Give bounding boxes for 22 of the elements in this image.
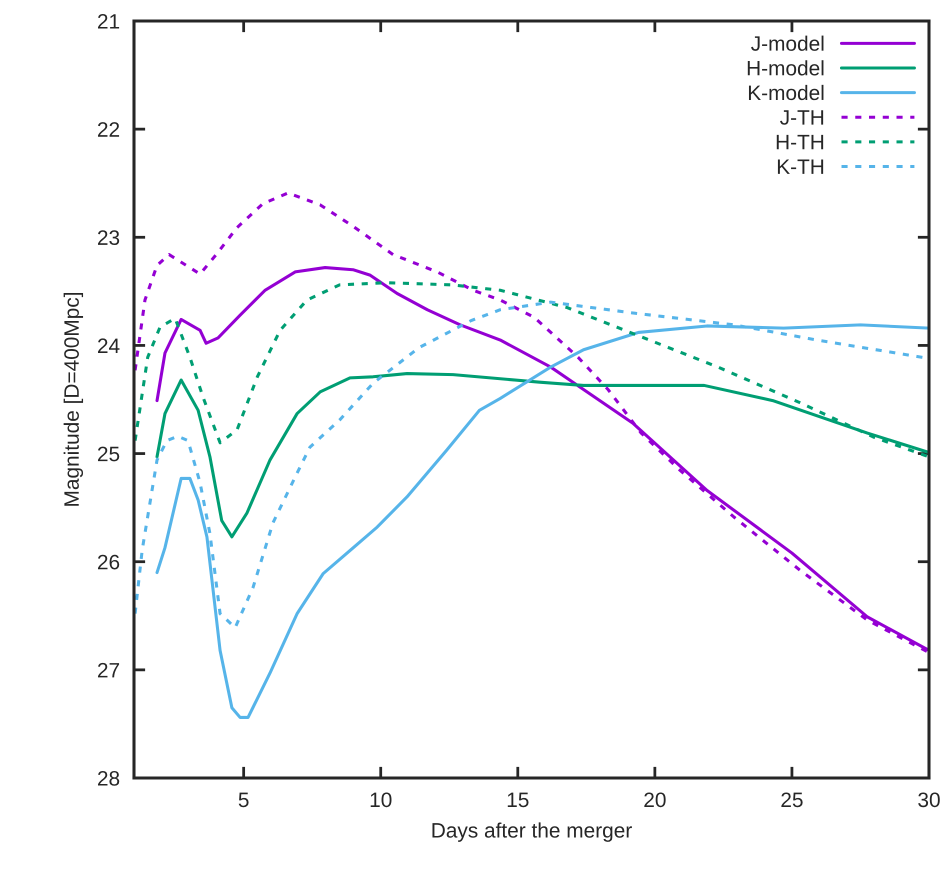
x-tick-label: 15 xyxy=(508,792,529,808)
legend-label: H-TH xyxy=(776,134,824,150)
y-tick-label: 24 xyxy=(98,338,120,353)
y-tick-label: 23 xyxy=(98,230,120,246)
y-tick-label: 21 xyxy=(98,14,120,29)
y-axis-title: Magnitude [D=400Mpc] xyxy=(64,292,84,506)
legend-label: K-TH xyxy=(778,159,824,174)
x-tick-label: 10 xyxy=(370,792,392,808)
x-tick-label: 5 xyxy=(238,792,249,808)
x-axis-title: Days after the merger xyxy=(432,822,632,842)
y-tick-label: 28 xyxy=(98,771,120,786)
legend-label: K-model xyxy=(748,84,824,100)
y-tick-label: 26 xyxy=(98,554,120,570)
legend-label: J-model xyxy=(751,36,824,51)
x-tick-label: 30 xyxy=(918,792,940,808)
legend-label: H-model xyxy=(748,60,824,76)
y-tick-label: 27 xyxy=(98,662,120,678)
y-tick-label: 22 xyxy=(98,122,120,137)
x-tick-label: 20 xyxy=(644,792,666,808)
x-tick-label: 25 xyxy=(781,792,803,808)
legend-label: J-TH xyxy=(780,110,824,125)
y-tick-label: 25 xyxy=(98,446,120,462)
